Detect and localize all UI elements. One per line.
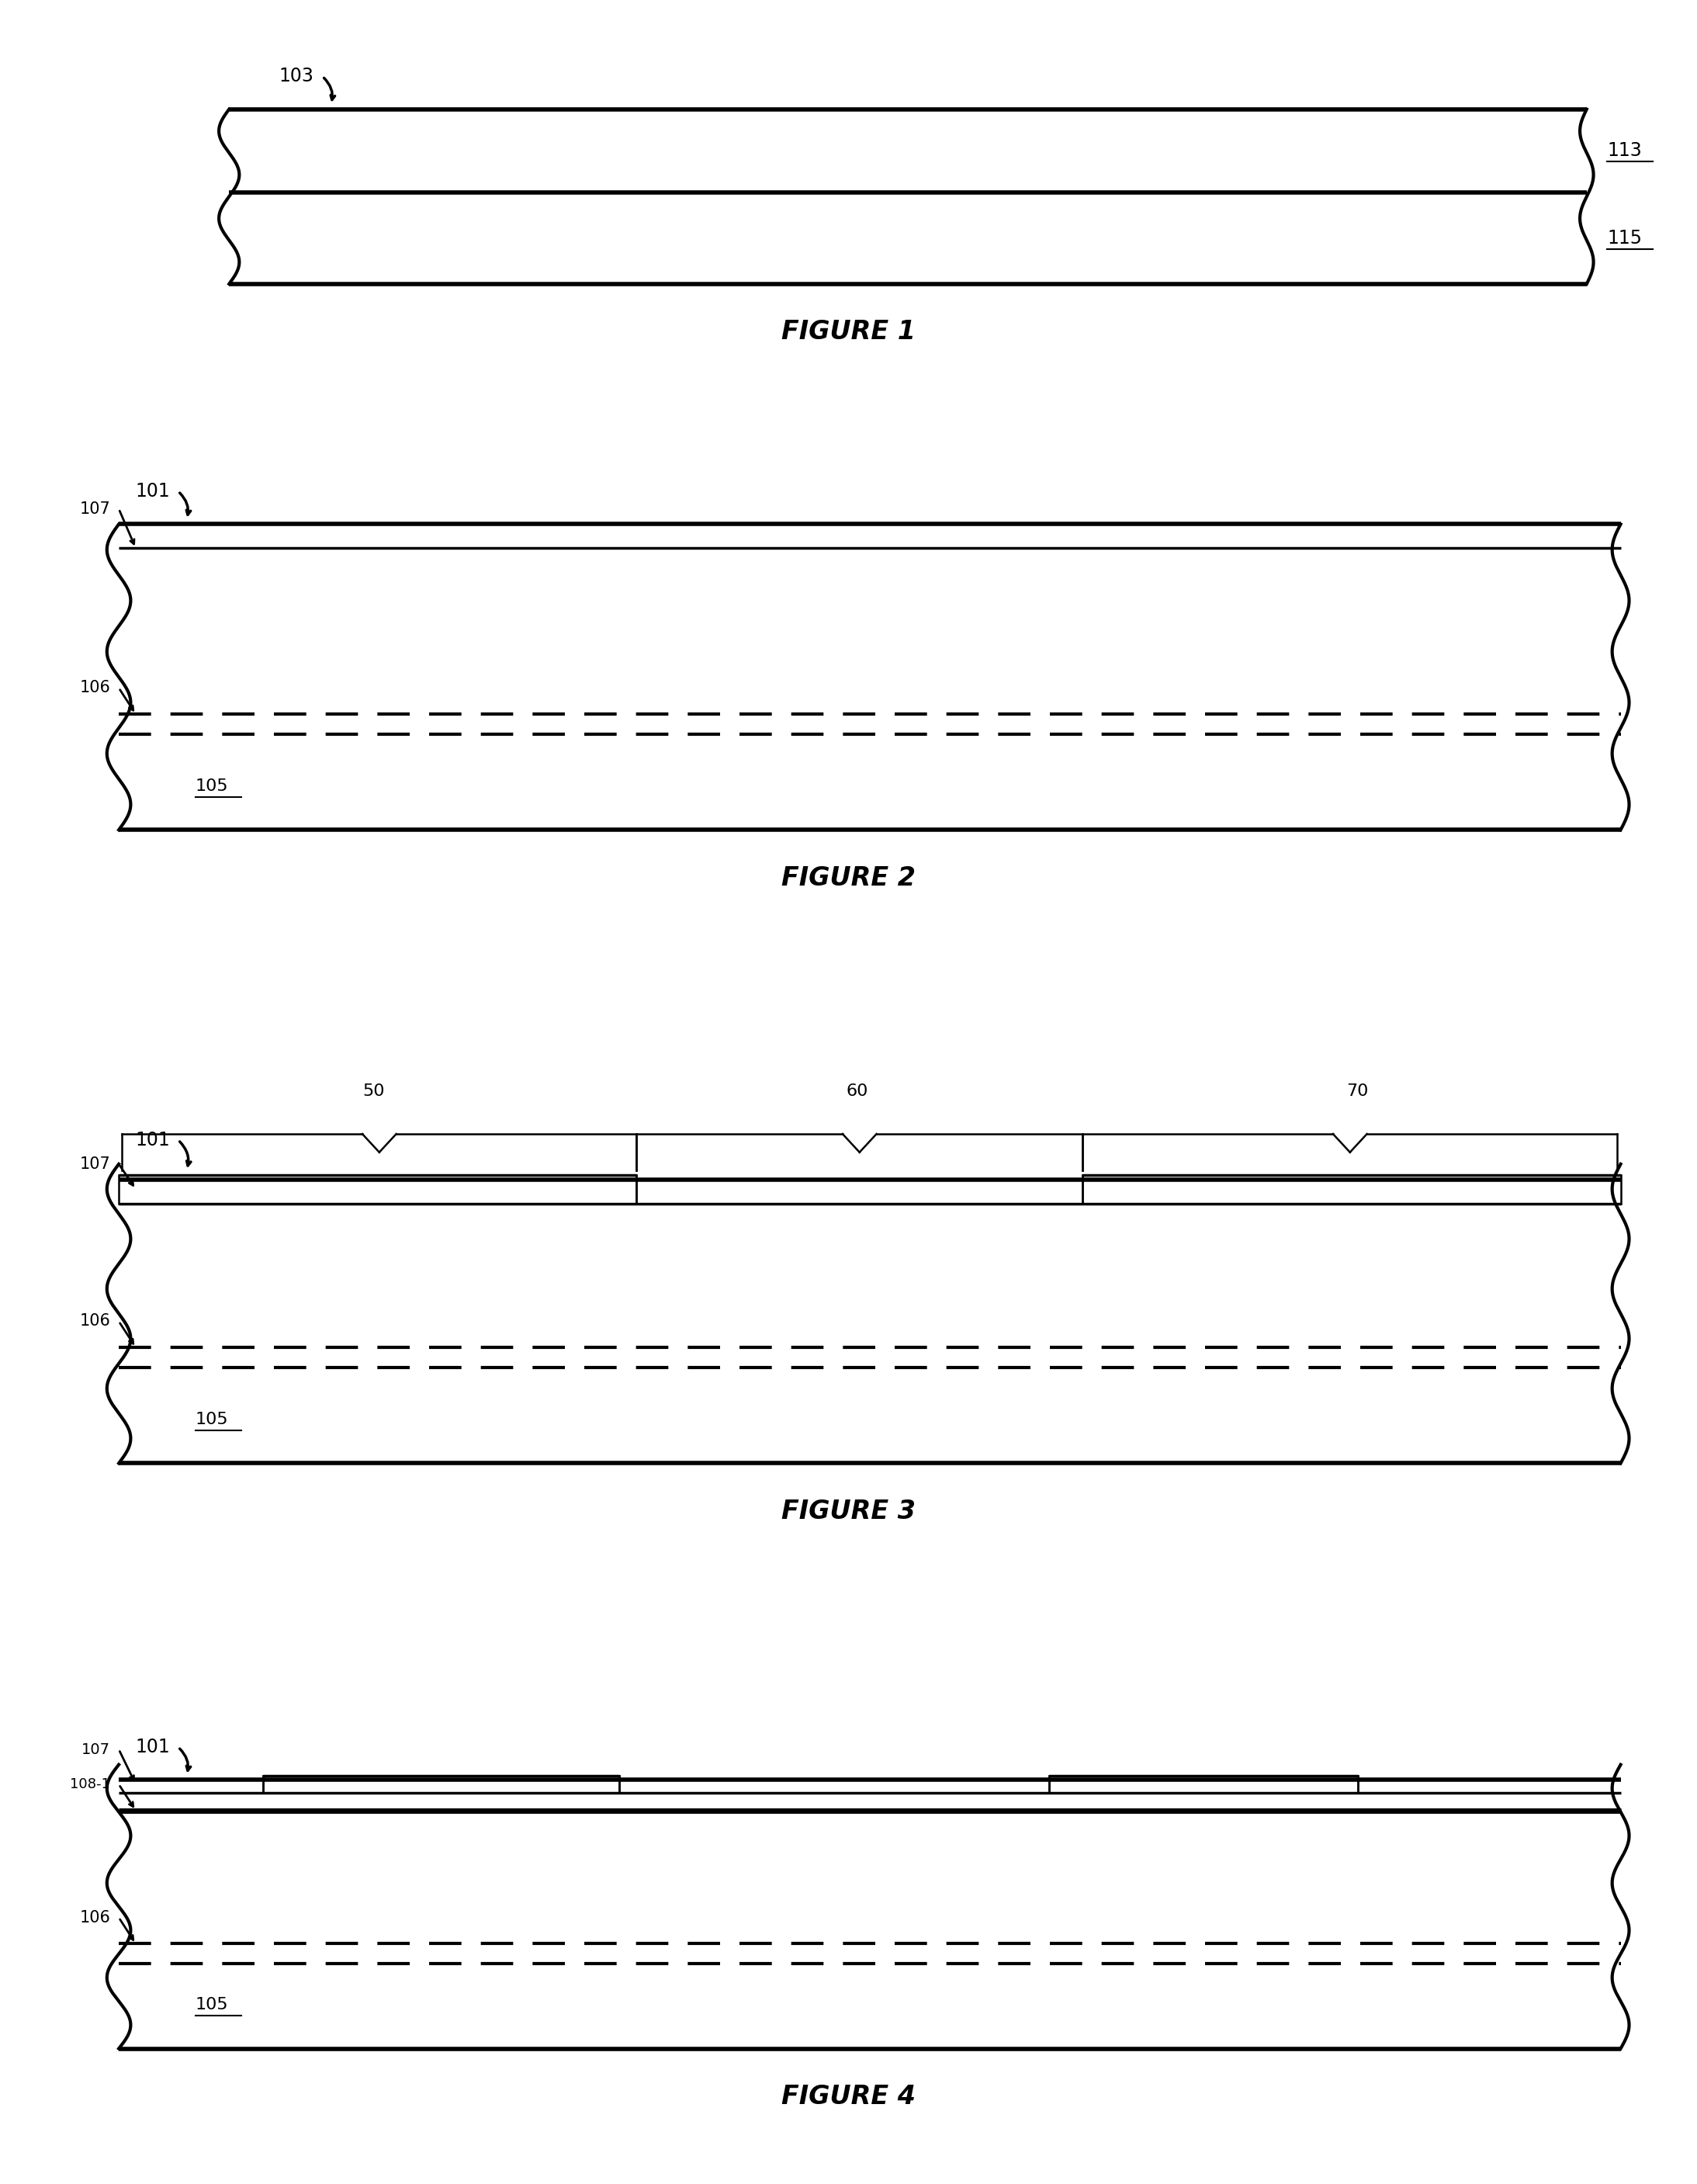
Text: 70: 70 — [1347, 1083, 1368, 1099]
Text: FIGURE 4: FIGURE 4 — [781, 2084, 916, 2110]
Text: 105: 105 — [195, 1411, 227, 1428]
Bar — [1083, 1175, 1621, 1203]
Text: 108-1: 108-1 — [70, 1778, 110, 1791]
Text: FIGURE 1: FIGURE 1 — [781, 319, 916, 345]
Text: 113: 113 — [1607, 142, 1641, 159]
Text: 101: 101 — [136, 1131, 170, 1149]
Text: 115: 115 — [1607, 229, 1643, 247]
Bar — [263, 1776, 619, 1793]
Text: 107: 107 — [81, 1743, 110, 1756]
Text: 107: 107 — [80, 500, 110, 518]
Text: 106: 106 — [80, 679, 110, 697]
Bar — [119, 1175, 636, 1203]
Text: 101: 101 — [136, 1738, 170, 1756]
Text: 50: 50 — [361, 1083, 385, 1099]
Text: FIGURE 3: FIGURE 3 — [781, 1498, 916, 1524]
Text: 101: 101 — [136, 483, 170, 500]
Text: 106: 106 — [80, 1909, 110, 1926]
Text: FIGURE 2: FIGURE 2 — [781, 865, 916, 891]
Text: 105: 105 — [195, 778, 227, 795]
Text: 107: 107 — [80, 1155, 110, 1173]
Text: 105: 105 — [195, 1996, 227, 2014]
Text: 106: 106 — [80, 1313, 110, 1330]
Bar — [1049, 1776, 1358, 1793]
Text: 103: 103 — [278, 68, 314, 85]
Text: 60: 60 — [847, 1083, 867, 1099]
